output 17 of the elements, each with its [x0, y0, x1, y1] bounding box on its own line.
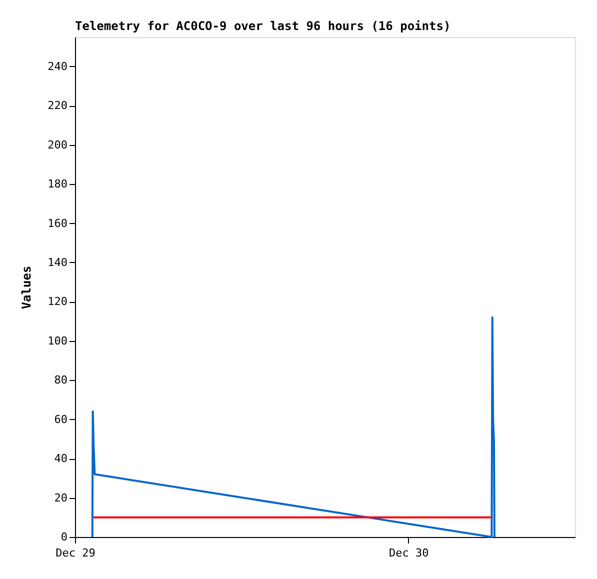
x-tick-label: Dec 30: [388, 546, 429, 560]
chart-title: Telemetry for AC0CO-9 over last 96 hours (16 points): [75, 19, 451, 33]
y-tick-label: 20: [54, 491, 68, 504]
y-tick-label: 200: [48, 138, 68, 152]
y-axis-title: Values: [20, 266, 34, 310]
y-tick-label: 60: [54, 412, 68, 426]
y-tick-label: 80: [54, 374, 68, 387]
y-tick-label: 180: [48, 178, 68, 191]
y-tick-label: 240: [48, 60, 68, 73]
y-tick-label: 140: [48, 256, 68, 269]
y-tick-label: 0: [60, 530, 68, 544]
y-tick-label: 220: [48, 99, 68, 112]
y-tick-label: 160: [48, 216, 68, 230]
y-tick-label: 120: [48, 295, 68, 308]
y-tick-label: 100: [48, 334, 68, 348]
x-tick-label: Dec 29: [56, 546, 96, 560]
y-tick-label: 40: [54, 452, 68, 466]
